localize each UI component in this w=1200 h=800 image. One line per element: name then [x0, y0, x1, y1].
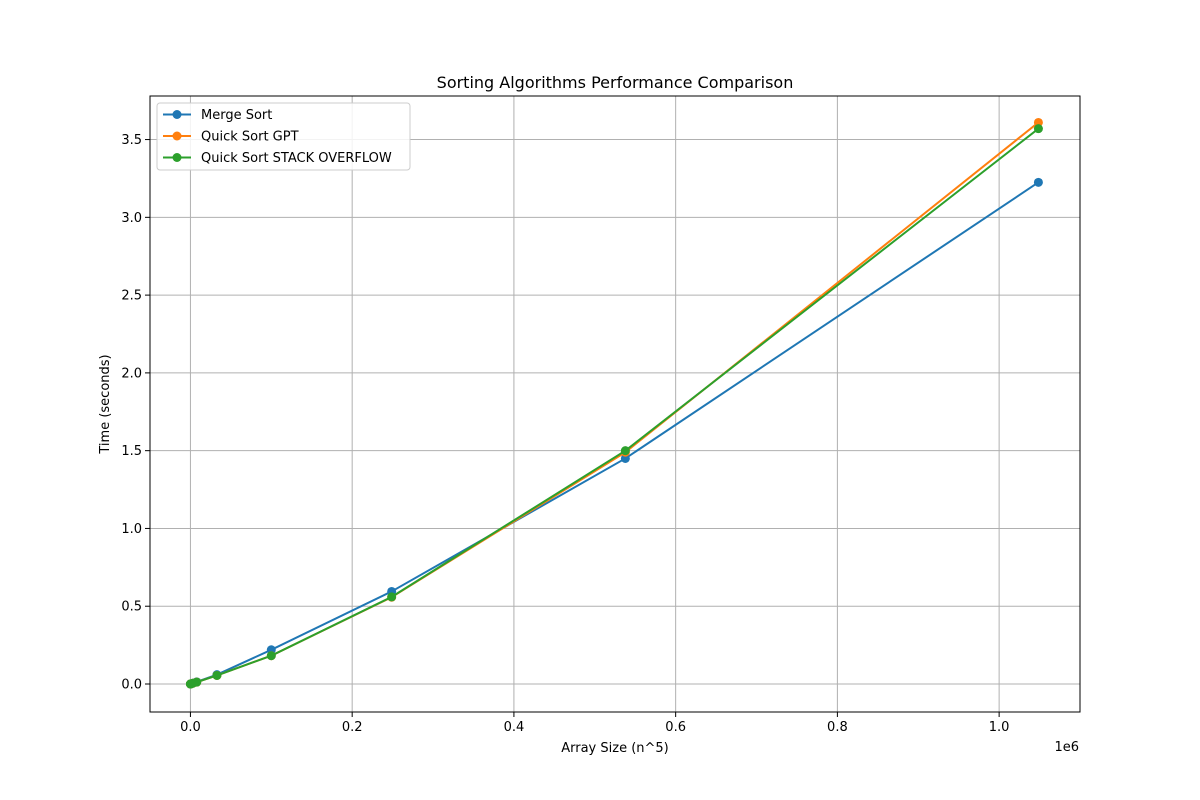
legend-label: Quick Sort STACK OVERFLOW [201, 151, 392, 166]
x-tick-label: 0.4 [504, 720, 525, 735]
legend-label: Merge Sort [201, 108, 272, 123]
y-tick-label: 0.0 [121, 678, 142, 693]
y-tick-label: 2.0 [121, 366, 142, 381]
legend-item: Quick Sort STACK OVERFLOW [163, 151, 392, 166]
x-axis-offset-text: 1e6 [1054, 740, 1079, 755]
x-tick-label: 0.6 [665, 720, 686, 735]
data-point [266, 651, 276, 661]
data-point [1033, 177, 1043, 187]
legend: Merge Sort Quick Sort GPT Quick Sort STACK… [156, 102, 411, 171]
chart-title: Sorting Algorithms Performance Compariso… [437, 73, 794, 92]
y-tick-label: 2.5 [121, 289, 142, 304]
x-axis-label: Array Size (n^5) [561, 741, 669, 756]
y-axis-label: Time (seconds) [98, 354, 113, 454]
series-layer [185, 117, 1043, 689]
grid [150, 96, 1080, 712]
legend-marker [172, 131, 182, 141]
x-tick-label: 0.2 [342, 720, 363, 735]
legend-marker [172, 110, 182, 119]
legend-item: Merge Sort [163, 108, 272, 123]
legend-item: Quick Sort GPT [163, 130, 299, 145]
legend-marker [172, 153, 182, 162]
y-tick-label: 3.0 [121, 211, 142, 226]
x-tick-label: 1.0 [989, 720, 1010, 735]
data-point [212, 670, 222, 680]
data-point [1033, 117, 1043, 127]
x-axis: 0.0 0.2 0.4 0.6 0.8 1.0 [180, 712, 1009, 735]
legend-box [156, 102, 411, 171]
x-tick-label: 0.0 [180, 720, 201, 735]
y-tick-label: 1.0 [121, 522, 142, 537]
y-tick-label: 0.5 [121, 600, 142, 615]
data-point [620, 446, 630, 456]
y-axis: 0.0 0.5 1.0 1.5 2.0 2.5 3.0 3.5 [121, 133, 150, 693]
y-tick-label: 1.5 [121, 444, 142, 459]
y-tick-label: 3.5 [121, 133, 142, 148]
data-point [192, 677, 202, 687]
x-tick-label: 0.8 [827, 720, 848, 735]
data-point [1033, 124, 1043, 134]
legend-label: Quick Sort GPT [201, 130, 299, 145]
data-point [387, 592, 397, 602]
series-3 [185, 124, 1043, 689]
plot-frame [149, 95, 1081, 713]
data-point [620, 453, 630, 463]
